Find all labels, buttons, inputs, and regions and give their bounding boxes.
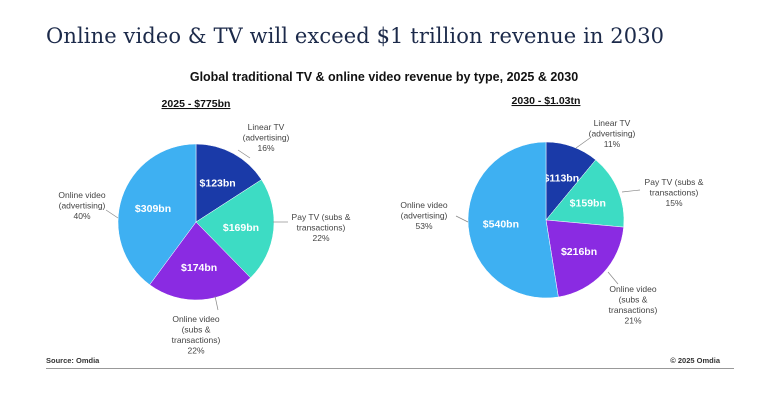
slice-category-label: (advertising) bbox=[589, 129, 636, 139]
pie-slice bbox=[545, 159, 625, 228]
slice-value-label: $123bn bbox=[200, 177, 236, 189]
pie-slice bbox=[195, 143, 262, 223]
slice-category-label: Pay TV (subs & bbox=[645, 177, 704, 187]
leader-line bbox=[455, 215, 469, 223]
slice-percent-label: 53% bbox=[415, 221, 432, 231]
pie-slice bbox=[117, 143, 197, 286]
leader-line bbox=[607, 271, 619, 285]
slice-category-label: Online video bbox=[609, 284, 657, 294]
leader-line bbox=[214, 295, 219, 311]
slice-category-label: (advertising) bbox=[59, 201, 106, 211]
slice-category-label: Pay TV (subs & bbox=[292, 212, 351, 222]
slice-category-label: transactions) bbox=[172, 335, 221, 345]
slice-value-label: $309bn bbox=[135, 203, 171, 215]
slice-category-label: (subs & bbox=[619, 295, 648, 305]
slice-category-label: Linear TV bbox=[248, 122, 285, 132]
slice-value-label: $174bn bbox=[181, 262, 217, 274]
slice-category-label: Linear TV bbox=[594, 118, 631, 128]
pie-subtitle: 2025 - $775bn bbox=[162, 98, 231, 110]
slice-category-label: Online video bbox=[58, 190, 106, 200]
slice-value-label: $540bn bbox=[483, 219, 519, 231]
headline: Online video & TV will exceed $1 trillio… bbox=[46, 24, 665, 48]
slice-category-label: (advertising) bbox=[243, 133, 290, 143]
footer-divider bbox=[46, 368, 734, 369]
pie-subtitle: 2030 - $1.03tn bbox=[512, 95, 581, 107]
source-note: Source: Omdia bbox=[46, 356, 100, 365]
slice-category-label: transactions) bbox=[609, 305, 658, 315]
pie-slice bbox=[467, 141, 559, 299]
slice-value-label: $216bn bbox=[561, 246, 597, 258]
leader-line bbox=[105, 209, 119, 219]
slice-percent-label: 16% bbox=[257, 143, 274, 153]
slice-percent-label: 15% bbox=[665, 198, 682, 208]
pie-slice bbox=[195, 179, 275, 279]
copyright-note: © 2025 Omdia bbox=[670, 356, 720, 365]
slice-category-label: (subs & bbox=[182, 325, 211, 335]
pie-slice bbox=[149, 221, 251, 301]
slice-category-label: Online video bbox=[172, 314, 220, 324]
slice-category-label: transactions) bbox=[297, 223, 346, 233]
slice-category-label: (advertising) bbox=[401, 211, 448, 221]
slice-value-label: $113bn bbox=[544, 172, 580, 184]
leader-line bbox=[237, 149, 251, 159]
slice-percent-label: 11% bbox=[604, 139, 621, 149]
slice-percent-label: 22% bbox=[312, 233, 329, 243]
slice-value-label: $159bn bbox=[570, 198, 606, 210]
pie-slice bbox=[545, 219, 624, 298]
slice-percent-label: 22% bbox=[187, 346, 204, 356]
leader-line bbox=[575, 137, 591, 149]
leader-line bbox=[621, 189, 641, 193]
slice-category-label: transactions) bbox=[650, 188, 699, 198]
chart-title: Global traditional TV & online video rev… bbox=[190, 70, 578, 84]
slice-value-label: $169bn bbox=[223, 222, 259, 234]
slice-percent-label: 40% bbox=[73, 211, 90, 221]
slice-category-label: Online video bbox=[400, 200, 448, 210]
slice-percent-label: 21% bbox=[624, 316, 641, 326]
